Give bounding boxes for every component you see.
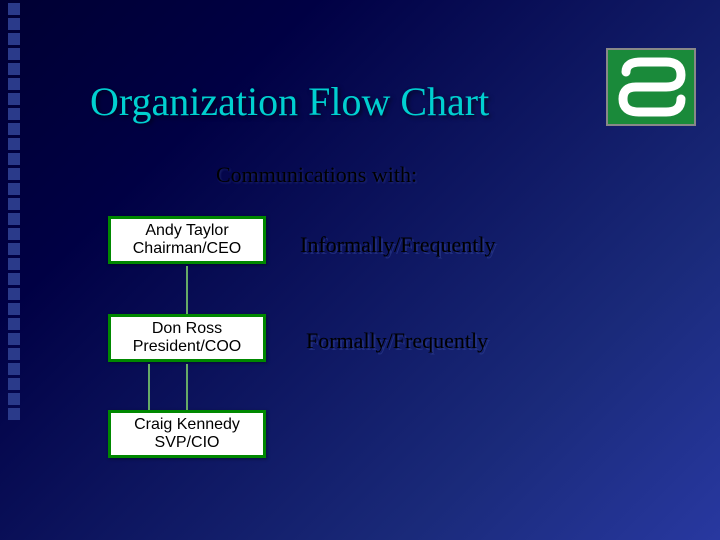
decoration-square: [8, 3, 20, 15]
decoration-square: [8, 408, 20, 420]
connector-1: [186, 364, 188, 410]
decoration-square: [8, 393, 20, 405]
decoration-square: [8, 18, 20, 30]
decoration-square: [8, 183, 20, 195]
decoration-square: [8, 108, 20, 120]
decoration-square: [8, 123, 20, 135]
decoration-square: [8, 363, 20, 375]
decoration-square: [8, 138, 20, 150]
decoration-square: [8, 93, 20, 105]
decoration-square: [8, 288, 20, 300]
decoration-square: [8, 228, 20, 240]
org-box-2: Craig KennedySVP/CIO: [108, 410, 266, 458]
connector-2: [148, 364, 150, 410]
decoration-square: [8, 333, 20, 345]
decoration-square: [8, 258, 20, 270]
decoration-square: [8, 48, 20, 60]
decoration-square: [8, 78, 20, 90]
decoration-square: [8, 168, 20, 180]
decoration-square: [8, 273, 20, 285]
connector-0: [186, 266, 188, 314]
company-logo: [606, 48, 696, 126]
org-role: President/COO: [119, 338, 255, 356]
page-title: Organization Flow Chart: [90, 78, 489, 125]
decoration-square: [8, 243, 20, 255]
decoration-square: [8, 153, 20, 165]
org-name: Craig Kennedy: [119, 416, 255, 434]
comm-label-0: Informally/Frequently: [300, 232, 496, 258]
comm-label-1: Formally/Frequently: [306, 328, 488, 354]
decoration-square: [8, 63, 20, 75]
decoration-square: [8, 318, 20, 330]
org-box-0: Andy TaylorChairman/CEO: [108, 216, 266, 264]
decoration-square: [8, 213, 20, 225]
org-box-1: Don RossPresident/COO: [108, 314, 266, 362]
decoration-square: [8, 348, 20, 360]
decoration-square: [8, 378, 20, 390]
org-role: Chairman/CEO: [119, 240, 255, 258]
org-name: Don Ross: [119, 320, 255, 338]
decoration-square: [8, 33, 20, 45]
logo-icon: [611, 57, 691, 117]
decoration-square: [8, 303, 20, 315]
side-decoration: [0, 0, 30, 540]
decoration-square: [8, 198, 20, 210]
org-name: Andy Taylor: [119, 222, 255, 240]
subtitle: Communications with:: [216, 162, 417, 188]
org-role: SVP/CIO: [119, 434, 255, 452]
